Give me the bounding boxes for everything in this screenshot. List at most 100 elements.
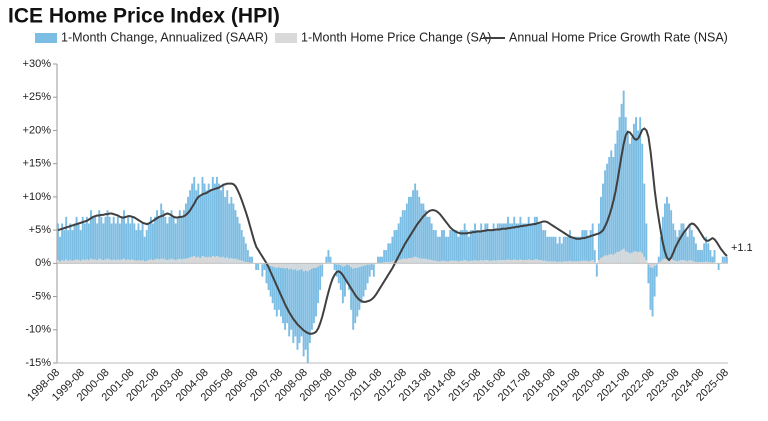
bar — [418, 258, 421, 264]
bar — [436, 236, 439, 264]
bar — [213, 256, 216, 264]
bar — [269, 263, 272, 266]
bar — [575, 261, 578, 264]
bar — [474, 223, 476, 264]
bar — [399, 259, 402, 264]
bar — [220, 257, 223, 264]
bar — [699, 250, 701, 264]
bar — [566, 236, 569, 264]
bar — [630, 137, 633, 264]
bar — [699, 262, 701, 264]
bar — [151, 223, 154, 264]
bar — [65, 216, 68, 264]
bar — [643, 183, 646, 264]
y-tick-label: -5% — [31, 290, 51, 302]
bar — [246, 262, 249, 264]
bar — [645, 260, 648, 264]
bar — [182, 258, 185, 264]
bar — [118, 260, 121, 264]
bar — [112, 216, 115, 264]
bar — [659, 261, 662, 264]
bar — [96, 223, 99, 264]
bar — [453, 230, 456, 264]
bar — [327, 262, 330, 264]
bar — [123, 210, 125, 264]
bar — [548, 261, 551, 264]
bar — [209, 257, 212, 264]
bar — [154, 259, 156, 264]
bar — [364, 263, 367, 266]
bar — [218, 256, 220, 264]
bar — [166, 260, 169, 264]
bar — [368, 263, 371, 265]
bar — [102, 260, 105, 264]
legend-label: Annual Home Price Growth Rate (NSA) — [509, 30, 728, 44]
y-tick-label: +20% — [23, 124, 52, 136]
bar — [337, 263, 340, 265]
bar — [121, 216, 123, 264]
bar — [511, 223, 514, 264]
bar — [579, 236, 582, 264]
bar — [275, 263, 278, 317]
bar — [261, 263, 264, 277]
bar — [705, 236, 708, 264]
bar — [389, 243, 392, 264]
bar — [151, 260, 154, 264]
bar — [455, 260, 458, 264]
bar — [519, 259, 522, 264]
bar — [445, 261, 448, 264]
bar — [300, 263, 303, 337]
bar — [379, 256, 381, 264]
bar — [533, 259, 536, 264]
bar — [523, 260, 526, 264]
bar — [67, 260, 70, 264]
bar — [389, 262, 392, 264]
bar — [725, 256, 728, 264]
bar — [77, 260, 80, 264]
bar — [672, 223, 675, 264]
bar — [517, 223, 520, 264]
bar — [108, 216, 111, 264]
bar — [319, 263, 322, 266]
bar — [275, 263, 278, 268]
bar — [368, 263, 371, 277]
bar — [125, 223, 128, 264]
bar — [85, 216, 88, 264]
bar — [593, 250, 596, 264]
bar — [156, 258, 159, 264]
bar — [682, 260, 685, 264]
bar — [395, 230, 398, 264]
bar — [550, 236, 553, 264]
bar — [641, 253, 644, 264]
bar — [73, 260, 76, 264]
bar — [531, 223, 534, 264]
bar — [502, 223, 505, 264]
bar — [546, 261, 549, 264]
bar — [469, 260, 472, 264]
bar — [187, 196, 189, 264]
bar — [267, 263, 270, 290]
bar — [391, 261, 394, 264]
bar — [564, 261, 567, 264]
bar — [197, 183, 200, 264]
bar — [77, 223, 80, 264]
bar — [494, 230, 497, 264]
bar — [354, 263, 357, 268]
bar — [608, 157, 611, 264]
bar — [666, 196, 668, 264]
bar — [500, 223, 503, 264]
bar — [226, 257, 229, 264]
bar — [199, 258, 202, 264]
bar — [407, 258, 410, 264]
bar — [430, 223, 433, 264]
bar — [521, 260, 524, 264]
bar — [393, 230, 396, 264]
bar — [571, 261, 573, 264]
bar — [279, 263, 282, 317]
bar — [626, 130, 629, 264]
bar — [422, 203, 425, 264]
bar — [620, 250, 623, 264]
bar — [447, 261, 450, 264]
bar — [308, 263, 311, 270]
